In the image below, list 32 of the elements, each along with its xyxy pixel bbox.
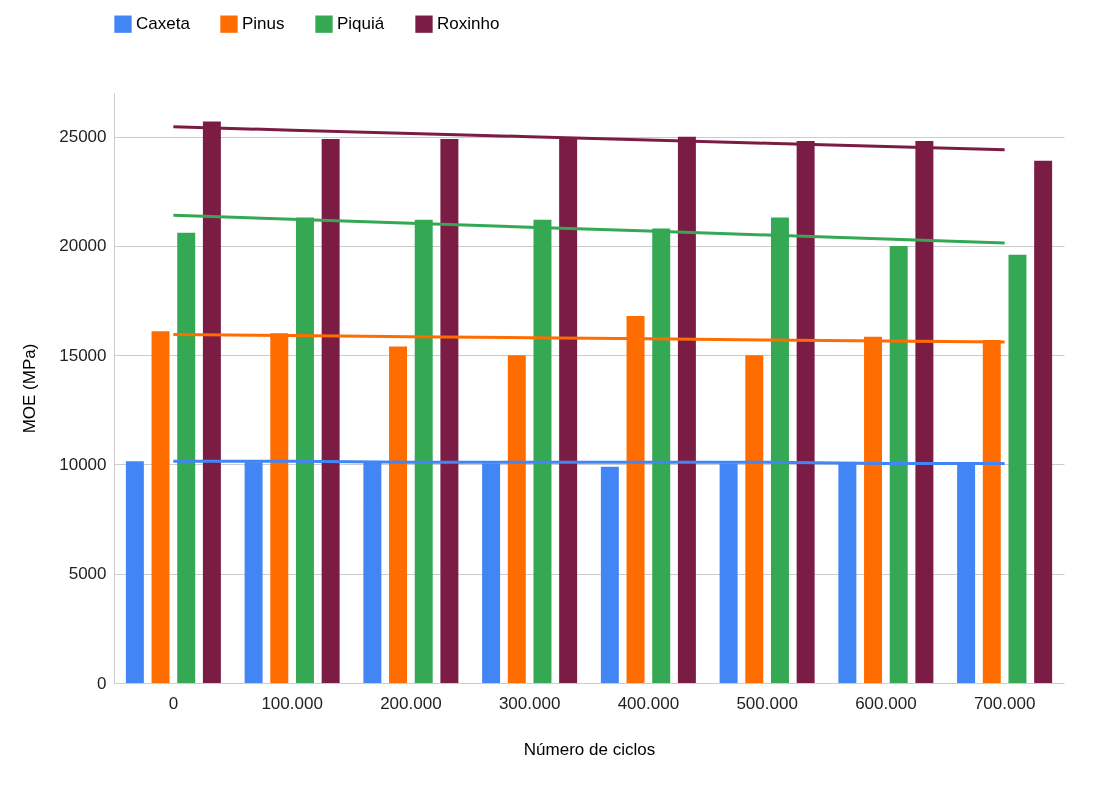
bar: [389, 346, 408, 683]
y-tick-label: 0: [97, 673, 107, 693]
bar: [600, 466, 619, 683]
x-tick-label: 200.000: [380, 693, 442, 713]
bar: [125, 461, 144, 683]
y-tick-label: 15000: [59, 345, 107, 365]
bar: [177, 232, 196, 683]
legend-label: Caxeta: [136, 14, 191, 34]
y-tick-label: 5000: [68, 564, 107, 584]
bar: [321, 138, 340, 683]
x-tick-label: 300.000: [498, 693, 561, 713]
legend-label: Piquiá: [337, 14, 385, 34]
bar: [745, 355, 764, 683]
bar: [889, 245, 908, 683]
y-axis-title: MOE (MPa): [20, 343, 40, 434]
x-tick-label: 100.000: [261, 693, 323, 713]
bar: [1034, 160, 1053, 683]
y-tick-label: 20000: [59, 236, 107, 256]
x-tick-label: 400.000: [617, 693, 680, 713]
bar: [440, 138, 459, 683]
bar: [151, 331, 170, 683]
x-tick-label: 0: [168, 693, 179, 713]
bar: [507, 355, 526, 683]
x-tick-label: 700.000: [973, 693, 1036, 713]
x-tick-label: 500.000: [736, 693, 798, 713]
x-tick-label: 600.000: [855, 693, 917, 713]
y-tick-label: 25000: [59, 127, 107, 147]
x-axis-title: Número de ciclos: [523, 739, 656, 759]
bar: [1008, 254, 1027, 683]
legend-label: Roxinho: [437, 14, 500, 34]
legend-label: Pinus: [242, 14, 285, 34]
y-tick-label: 10000: [59, 454, 107, 474]
